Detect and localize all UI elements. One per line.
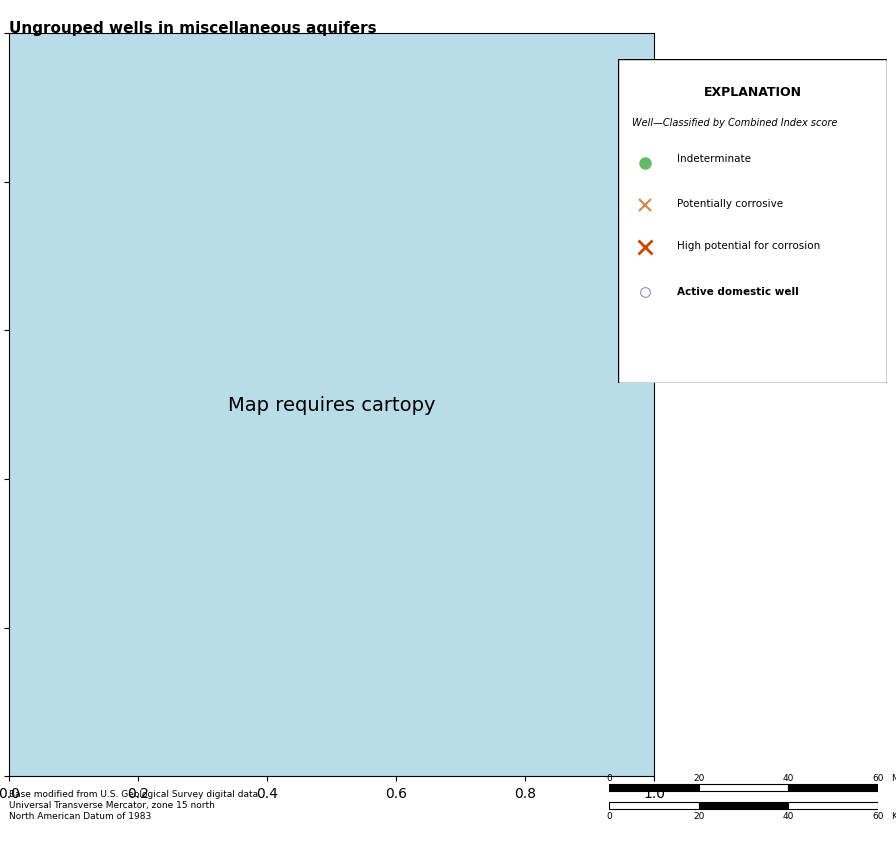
Bar	[609, 784, 699, 792]
Text: 60: 60	[873, 810, 883, 820]
Bar	[699, 784, 788, 792]
Text: Ungrouped wells in miscellaneous aquifers: Ungrouped wells in miscellaneous aquifer…	[9, 21, 376, 37]
Text: MILES: MILES	[892, 773, 896, 782]
Bar	[699, 802, 788, 809]
Text: Active domestic well: Active domestic well	[677, 287, 799, 297]
Bar	[788, 784, 878, 792]
Text: Potentially corrosive: Potentially corrosive	[677, 199, 783, 209]
Text: 20: 20	[694, 773, 704, 782]
Text: 0: 0	[607, 773, 612, 782]
Bar	[788, 802, 878, 809]
Text: KILOMETERS: KILOMETERS	[892, 810, 896, 820]
Text: Map requires cartopy: Map requires cartopy	[228, 396, 435, 415]
Text: EXPLANATION: EXPLANATION	[703, 85, 802, 99]
Text: 60: 60	[873, 773, 883, 782]
Text: Universal Transverse Mercator, zone 15 north: Universal Transverse Mercator, zone 15 n…	[9, 800, 215, 809]
Bar	[609, 802, 699, 809]
Text: 20: 20	[694, 810, 704, 820]
FancyBboxPatch shape	[618, 60, 887, 384]
Text: High potential for corrosion: High potential for corrosion	[677, 241, 821, 251]
Text: 40: 40	[783, 773, 794, 782]
Text: 0: 0	[607, 810, 612, 820]
Text: Well—Classified by Combined Index score: Well—Classified by Combined Index score	[632, 118, 837, 128]
Text: Base modified from U.S. Geological Survey digital data: Base modified from U.S. Geological Surve…	[9, 789, 258, 798]
Text: 40: 40	[783, 810, 794, 820]
Text: Indeterminate: Indeterminate	[677, 154, 752, 164]
Text: North American Datum of 1983: North American Datum of 1983	[9, 811, 151, 821]
